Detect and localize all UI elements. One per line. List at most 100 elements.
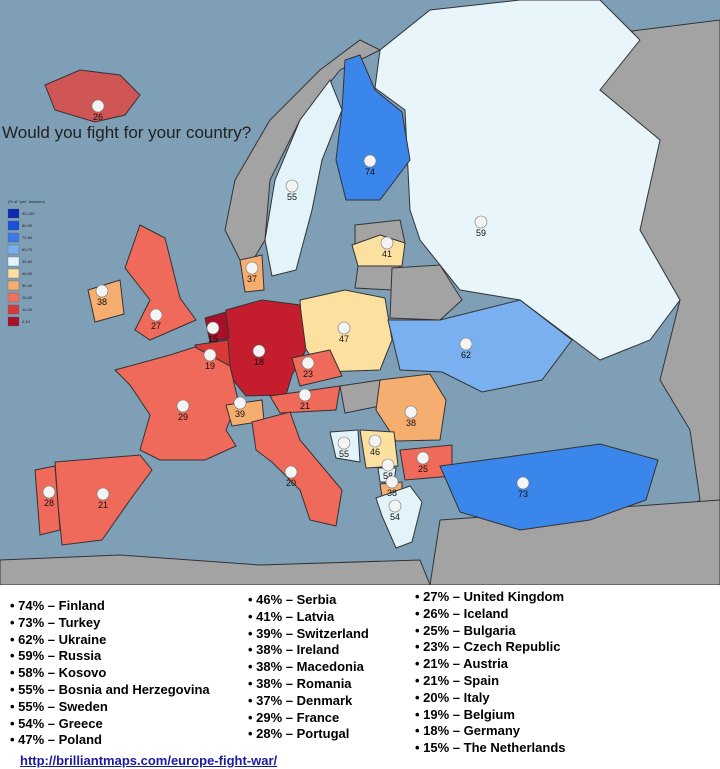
list-item: • 37% – Denmark bbox=[248, 692, 353, 708]
legend-label: 70-80 bbox=[22, 235, 33, 240]
flag bbox=[284, 465, 298, 479]
flag bbox=[516, 476, 530, 490]
legend-label: 90-100 bbox=[22, 211, 35, 216]
flag bbox=[91, 99, 105, 113]
flag bbox=[363, 154, 377, 168]
source-url[interactable]: http://brilliantmaps.com/europe-fight-wa… bbox=[20, 753, 278, 768]
map-value: 41 bbox=[382, 249, 392, 259]
list-item: • 21% – Spain bbox=[415, 672, 500, 688]
legend-swatch bbox=[7, 208, 20, 219]
list-item: • 38% – Romania bbox=[248, 675, 352, 691]
flag bbox=[42, 485, 56, 499]
map-value: 55 bbox=[339, 449, 349, 459]
russia bbox=[374, 0, 681, 361]
list-item: • 41% – Latvia bbox=[248, 608, 335, 624]
greece bbox=[375, 485, 423, 549]
united-kingdom bbox=[124, 224, 197, 341]
legend-label: 0-10 bbox=[22, 319, 31, 324]
map-value: 46 bbox=[370, 447, 380, 457]
list-item: • 58% – Kosovo bbox=[10, 665, 107, 681]
turkey bbox=[439, 443, 659, 531]
list-column: • 46% – Serbia • 41% – Latvia • 39% – Swit… bbox=[248, 592, 369, 743]
map-value: 27 bbox=[151, 321, 161, 331]
map-value: 55 bbox=[287, 192, 297, 202]
list-item: • 28% – Portugal bbox=[248, 726, 350, 742]
list-item: • 26% – Iceland bbox=[415, 605, 509, 621]
flag bbox=[385, 475, 399, 489]
list-item: • 23% – Czech Republic bbox=[415, 639, 561, 655]
list-item: • 27% – United Kingdom bbox=[415, 589, 565, 604]
map-value: 74 bbox=[365, 167, 375, 177]
map-value: 29 bbox=[178, 412, 188, 422]
legend-title: (% of "yes" answers) bbox=[8, 199, 46, 204]
legend-swatch bbox=[7, 220, 20, 231]
legend-swatch bbox=[7, 244, 20, 255]
map-value: 38 bbox=[97, 297, 107, 307]
legend-label: 60-70 bbox=[22, 247, 33, 252]
legend-swatch bbox=[7, 280, 20, 291]
legend-swatch bbox=[7, 232, 20, 243]
flag bbox=[298, 388, 312, 402]
map-value: 18 bbox=[254, 357, 264, 367]
list-item: • 21% – Austria bbox=[415, 656, 508, 672]
flag bbox=[381, 458, 395, 472]
map-value: 19 bbox=[205, 361, 215, 371]
list-item: • 38% – Macedonia bbox=[248, 659, 364, 675]
list-item: • 47% – Poland bbox=[10, 732, 102, 748]
legend-label: 10-20 bbox=[22, 307, 33, 312]
list-item: • 73% – Turkey bbox=[10, 614, 101, 630]
flag bbox=[149, 308, 163, 322]
map-value: 54 bbox=[390, 512, 400, 522]
list-item: • 15% – The Netherlands bbox=[415, 740, 566, 756]
legend-label: 20-30 bbox=[22, 295, 33, 300]
sweden bbox=[264, 78, 343, 277]
map-value: 21 bbox=[300, 401, 310, 411]
map-value: 21 bbox=[98, 500, 108, 510]
flag bbox=[206, 321, 220, 335]
flag bbox=[380, 236, 394, 250]
list-item: • 59% – Russia bbox=[10, 648, 102, 664]
legend-swatch bbox=[7, 256, 20, 267]
list-item: • 55% – Sweden bbox=[10, 698, 108, 714]
flag bbox=[474, 215, 488, 229]
italy bbox=[251, 411, 343, 527]
map-value: 25 bbox=[418, 464, 428, 474]
flag bbox=[176, 399, 190, 413]
map-value: 26 bbox=[93, 112, 103, 122]
list-item: • 39% – Switzerland bbox=[248, 625, 369, 641]
map-value: 23 bbox=[303, 369, 313, 379]
map-value: 73 bbox=[518, 489, 528, 499]
map-value: 15 bbox=[208, 334, 218, 344]
legend-swatch bbox=[7, 304, 20, 315]
flag bbox=[404, 405, 418, 419]
flag bbox=[245, 261, 259, 275]
flag bbox=[95, 284, 109, 298]
flag bbox=[252, 344, 266, 358]
flag bbox=[96, 487, 110, 501]
list-item: • 18% – Germany bbox=[415, 723, 520, 739]
flag bbox=[285, 179, 299, 193]
list-column: • 74% – Finland • 73% – Turkey • 62% – Ukr… bbox=[10, 598, 210, 749]
flag bbox=[368, 434, 382, 448]
finland bbox=[335, 54, 411, 201]
flag bbox=[203, 348, 217, 362]
flag bbox=[337, 436, 351, 450]
legend-swatch bbox=[7, 316, 20, 327]
africa bbox=[0, 554, 431, 585]
list-item: • 46% – Serbia bbox=[248, 592, 337, 607]
flag bbox=[459, 337, 473, 351]
legend-label: 50-60 bbox=[22, 259, 33, 264]
legend-swatch bbox=[7, 268, 20, 279]
legend-label: 30-40 bbox=[22, 283, 33, 288]
flag bbox=[388, 499, 402, 513]
flag bbox=[233, 396, 247, 410]
france bbox=[114, 346, 239, 461]
map-value: 47 bbox=[339, 334, 349, 344]
legend-label: 40-50 bbox=[22, 271, 33, 276]
flag bbox=[337, 321, 351, 335]
map-value: 38 bbox=[387, 488, 397, 498]
list-item: • 38% – Ireland bbox=[248, 642, 340, 658]
list-item: • 25% – Bulgaria bbox=[415, 622, 516, 638]
map-value: 59 bbox=[476, 228, 486, 238]
